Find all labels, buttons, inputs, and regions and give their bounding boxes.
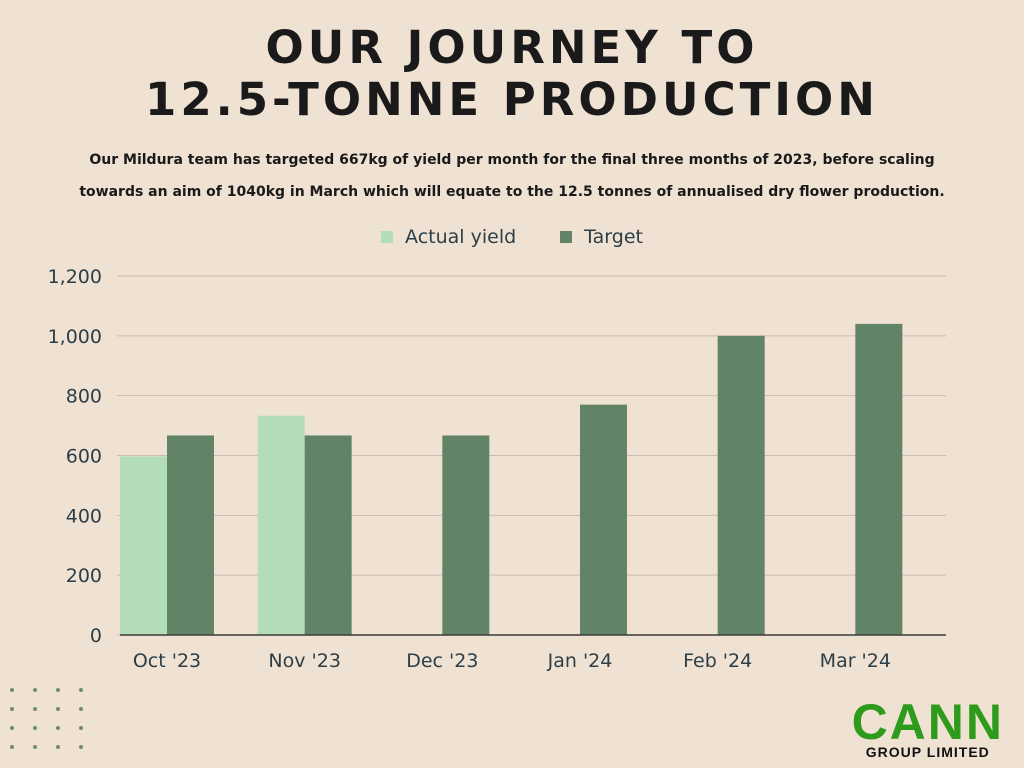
decorative-dot — [33, 688, 37, 692]
decorative-dot — [79, 707, 83, 711]
bar-target — [580, 404, 627, 635]
x-tick-label: Mar '24 — [820, 650, 891, 672]
x-tick-label: Feb '24 — [683, 650, 752, 672]
legend-swatch-actual — [381, 231, 394, 243]
subtitle: Our Mildura team has targeted 667kg of y… — [40, 144, 984, 208]
decorative-dot — [10, 726, 14, 730]
bar-target — [717, 335, 765, 635]
bar-actual-yield — [257, 415, 305, 635]
page-title: OUR JOURNEY TO 12.5-TONNE PRODUCTION — [0, 22, 1024, 126]
bar-actual-yield — [120, 456, 167, 635]
decorative-dot — [56, 707, 60, 711]
y-tick-label: 0 — [90, 625, 102, 647]
decorative-dot — [10, 745, 14, 749]
subtitle-line-1: Our Mildura team has targeted 667kg of y… — [89, 152, 935, 168]
decorative-dot — [10, 707, 14, 711]
bar-target — [855, 323, 903, 635]
legend-swatch-target — [560, 231, 573, 243]
legend-item-target: Target — [560, 226, 643, 248]
decorative-dot-grid — [10, 688, 85, 749]
logo-sub-text: GROUP LIMITED — [865, 744, 990, 760]
x-tick-label: Jan '24 — [547, 650, 613, 672]
company-logo: CANN GROUP LIMITED — [851, 694, 1004, 760]
y-tick-label: 1,200 — [48, 266, 102, 288]
decorative-dot — [79, 688, 83, 692]
legend-label-target: Target — [584, 226, 643, 248]
decorative-dot — [10, 688, 14, 692]
decorative-dot — [56, 688, 60, 692]
bar-target — [167, 435, 214, 635]
y-tick-label: 200 — [66, 565, 102, 587]
legend-label-actual: Actual yield — [405, 226, 517, 248]
y-tick-label: 600 — [66, 446, 102, 468]
y-tick-label: 400 — [66, 505, 102, 527]
y-tick-label: 1,000 — [48, 326, 102, 348]
x-tick-label: Oct '23 — [133, 650, 201, 672]
decorative-dot — [79, 726, 83, 730]
decorative-dot — [33, 726, 37, 730]
bar-target — [442, 435, 490, 635]
decorative-dot — [56, 745, 60, 749]
bar-target — [304, 435, 352, 635]
y-tick-label: 800 — [66, 386, 102, 408]
title-line-2: 12.5-TONNE PRODUCTION — [145, 73, 879, 126]
title-line-1: OUR JOURNEY TO — [265, 21, 759, 74]
chart-legend: Actual yield Target — [0, 226, 1024, 248]
logo-main-text: CANN — [851, 694, 1004, 750]
decorative-dot — [79, 745, 83, 749]
legend-item-actual: Actual yield — [381, 226, 516, 248]
decorative-dot — [56, 726, 60, 730]
x-tick-label: Nov '23 — [268, 650, 341, 672]
x-tick-label: Dec '23 — [406, 650, 478, 672]
decorative-dot — [33, 707, 37, 711]
decorative-dot — [33, 745, 37, 749]
subtitle-line-2: towards an aim of 1040kg in March which … — [79, 184, 945, 200]
